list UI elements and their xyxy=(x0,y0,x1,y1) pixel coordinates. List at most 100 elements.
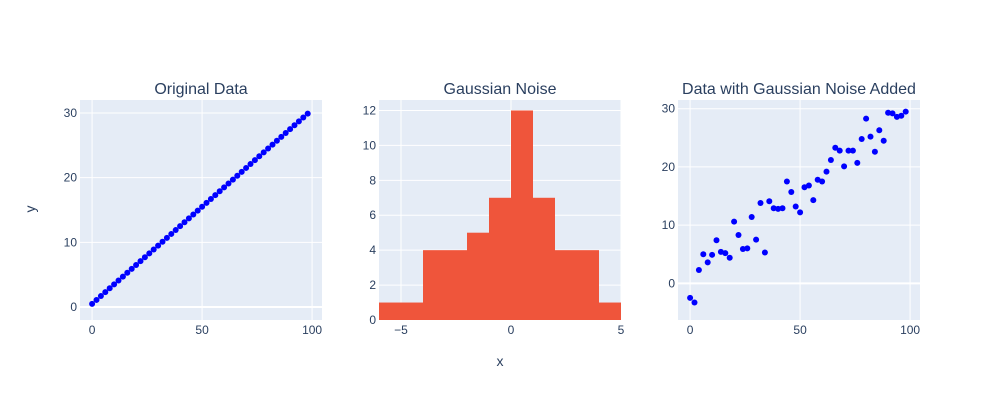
subplot-3: 0 50 100 0 10 20 30 Data with Gaussian Noise Ad… xyxy=(662,81,921,337)
scatter-point xyxy=(221,184,228,191)
scatter-point xyxy=(243,164,250,171)
scatter-point xyxy=(207,196,214,202)
scatter-point xyxy=(779,205,786,212)
scatter-point xyxy=(102,289,109,296)
scatter-point xyxy=(269,141,276,148)
scatter-point xyxy=(128,265,135,272)
x-axis-title: x xyxy=(497,353,504,369)
scatter-point xyxy=(168,230,175,237)
scatter-point xyxy=(291,122,298,129)
y-tick-label: 20 xyxy=(64,171,78,185)
scatter-point xyxy=(194,207,201,214)
histogram-bar xyxy=(599,302,621,320)
scatter-point xyxy=(265,145,272,152)
scatter-point xyxy=(251,157,258,164)
scatter-point xyxy=(735,232,742,239)
scatter-point xyxy=(106,285,113,292)
x-tick-label: 100 xyxy=(900,323,920,337)
subplot-2: −5 0 5 0 2 4 6 8 10 12 Gaussian Noise xyxy=(363,81,625,337)
y-tick-label: 2 xyxy=(369,278,376,292)
scatter-point xyxy=(172,227,179,234)
y-tick-label: 6 xyxy=(369,208,376,222)
y-tick-label: 20 xyxy=(662,160,676,174)
scatter-point xyxy=(229,176,236,183)
scatter-point xyxy=(832,144,839,151)
scatter-point xyxy=(748,213,755,220)
x-tick-label: 50 xyxy=(793,323,807,337)
scatter-point xyxy=(282,130,289,136)
scatter-point xyxy=(827,156,834,163)
scatter-point xyxy=(295,118,302,125)
scatter-point xyxy=(155,242,162,249)
scatter-point xyxy=(159,238,166,245)
scatter-point xyxy=(885,109,892,116)
scatter-point xyxy=(858,135,865,142)
histogram-bar xyxy=(467,232,489,320)
y-tick-label: 30 xyxy=(64,106,78,120)
scatter-point xyxy=(836,147,843,154)
scatter-point xyxy=(225,180,232,187)
histogram-bar xyxy=(533,197,555,320)
scatter-point xyxy=(212,192,219,199)
y-tick-label: 30 xyxy=(662,102,676,116)
y-axis-title: y xyxy=(22,206,38,213)
scatter-point xyxy=(203,199,210,206)
y-tick-label: 8 xyxy=(369,173,376,187)
histogram-bar xyxy=(511,110,533,320)
y-tick-label: 4 xyxy=(369,243,376,257)
scatter-point xyxy=(287,126,294,133)
scatter-point xyxy=(238,168,245,175)
scatter-point xyxy=(819,178,826,185)
x-tick-label: 100 xyxy=(302,323,322,337)
scatter-point xyxy=(845,147,852,154)
scatter-point xyxy=(766,198,773,205)
scatter-point xyxy=(792,203,799,210)
scatter-point xyxy=(247,161,254,168)
scatter-point xyxy=(691,299,698,306)
histogram-bar xyxy=(423,250,467,320)
scatter-point xyxy=(854,159,861,166)
histogram-bar xyxy=(489,197,511,320)
scatter-point xyxy=(805,182,812,189)
scatter-point xyxy=(216,188,223,195)
scatter-point xyxy=(141,254,148,261)
scatter-point xyxy=(863,115,870,122)
scatter-point xyxy=(898,112,905,119)
scatter-point xyxy=(775,205,782,212)
scatter-point xyxy=(119,273,126,280)
scatter-point xyxy=(133,262,140,268)
scatter-point xyxy=(713,237,720,244)
scatter-point xyxy=(185,215,192,222)
scatter-point xyxy=(841,163,848,170)
x-tick-label: 0 xyxy=(508,323,515,337)
scatter-point xyxy=(823,168,830,175)
scatter-point xyxy=(137,258,144,265)
scatter-point xyxy=(722,250,729,257)
scatter-point xyxy=(146,250,153,257)
scatter-point xyxy=(93,296,100,303)
scatter-point xyxy=(111,281,118,288)
y-tick-label: 0 xyxy=(668,276,675,290)
x-tick-label: 5 xyxy=(618,323,625,337)
scatter-point xyxy=(797,209,804,216)
scatter-point xyxy=(902,108,909,115)
scatter-point xyxy=(300,114,307,121)
scatter-point xyxy=(849,147,856,154)
scatter-point xyxy=(880,137,887,144)
scatter-point xyxy=(256,153,263,160)
scatter-point xyxy=(761,249,768,256)
y-tick-label: 12 xyxy=(363,103,377,117)
subplot-title: Original Data xyxy=(154,81,247,98)
y-tick-label: 10 xyxy=(662,218,676,232)
scatter-point xyxy=(278,133,285,140)
scatter-point xyxy=(124,269,131,276)
scatter-point xyxy=(810,197,817,204)
x-tick-label: 50 xyxy=(195,323,209,337)
scatter-point xyxy=(687,294,694,301)
scatter-point xyxy=(97,293,104,300)
scatter-point xyxy=(876,127,883,134)
scatter-point xyxy=(163,234,170,241)
scatter-point xyxy=(709,251,716,258)
scatter-point xyxy=(704,259,711,266)
scatter-point xyxy=(199,203,206,210)
